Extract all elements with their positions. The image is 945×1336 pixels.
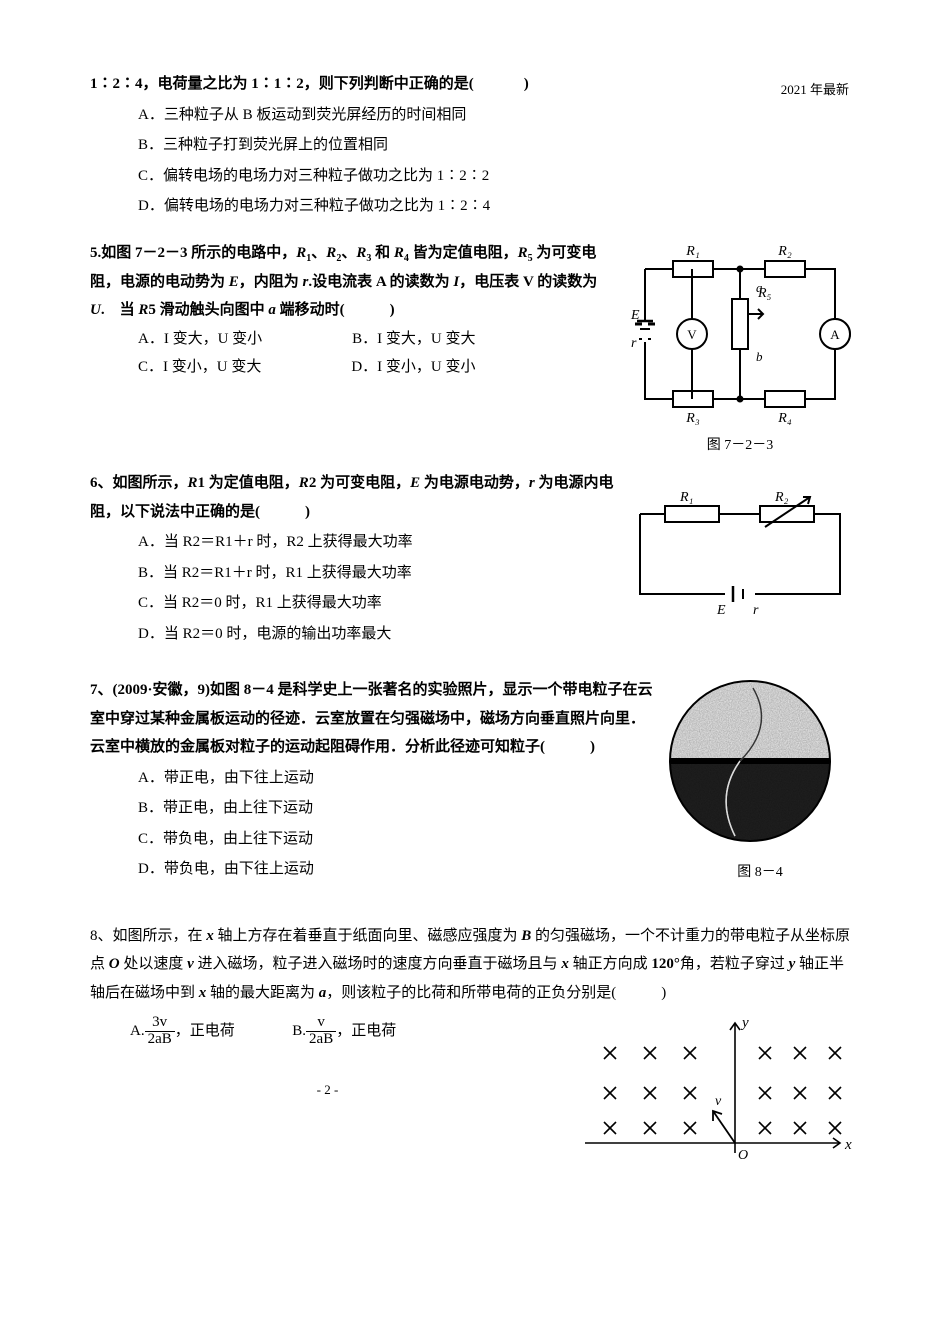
svg-text:R₃: R₃ (685, 411, 700, 426)
question-5: R₁ R₂ R₃ R₄ R₅ a b E r V A 图 7－2－3 5.如图 … (90, 239, 855, 382)
svg-text:V: V (687, 327, 697, 342)
svg-text:A: A (830, 327, 840, 342)
svg-text:b: b (756, 349, 763, 364)
svg-text:R₂: R₂ (774, 490, 789, 505)
q8-option-b: B.v2aB，正电荷 (292, 1023, 396, 1039)
magnetic-field-svg: x y O v (575, 1013, 855, 1173)
question-4: 1∶2∶4，电荷量之比为 1∶1∶2，则下列判断中正确的是( ) A．三种粒子从… (90, 70, 855, 221)
circuit-7-2-3-svg: R₁ R₂ R₃ R₄ R₅ a b E r V A (625, 239, 855, 429)
svg-text:R₁: R₁ (685, 244, 699, 259)
q4-option-a: A．三种粒子从 B 板运动到荧光屏经历的时间相同 (138, 101, 855, 130)
svg-text:r: r (631, 336, 637, 351)
q5-option-b: B．I 变大，U 变大 (352, 325, 475, 354)
header-note: 2021 年最新 (781, 78, 849, 103)
figure-8-4: 图 8－4 (665, 676, 855, 887)
svg-text:v: v (715, 1094, 722, 1109)
figure-q8: x y O v (575, 1013, 855, 1173)
svg-text:O: O (738, 1148, 748, 1163)
cloud-chamber-svg (665, 676, 835, 846)
q8-stem: 8、如图所示，在 x 轴上方存在着垂直于纸面向里、磁感应强度为 B 的匀强磁场，… (90, 922, 855, 1008)
figure-7-2-3: R₁ R₂ R₃ R₄ R₅ a b E r V A 图 7－2－3 (625, 239, 855, 460)
q8-option-a: A.3v2aB，正电荷 (130, 1023, 239, 1039)
q5-option-c: C．I 变小，U 变大 (138, 353, 261, 382)
q4-option-b: B．三种粒子打到荧光屏上的位置相同 (138, 131, 855, 160)
q4-stem: 1∶2∶4，电荷量之比为 1∶1∶2，则下列判断中正确的是( ) (90, 76, 529, 92)
circuit-q6-svg: R₁ R₂ E r (625, 489, 855, 619)
svg-text:R₂: R₂ (777, 244, 792, 259)
q5-option-d: D．I 变小，U 变小 (351, 353, 475, 382)
question-8: 8、如图所示，在 x 轴上方存在着垂直于纸面向里、磁感应强度为 B 的匀强磁场，… (90, 922, 855, 1048)
svg-text:y: y (740, 1015, 749, 1031)
q6-option-d: D．当 R2＝0 时，电源的输出功率最大 (138, 620, 855, 649)
q5-option-a: A．I 变大，U 变小 (138, 325, 262, 354)
figure-caption-7-2-3: 图 7－2－3 (625, 433, 855, 460)
question-7: 图 8－4 7、(2009·安徽，9)如图 8－4 是科学史上一张著名的实验照片… (90, 676, 855, 884)
svg-text:r: r (753, 603, 759, 618)
q4-option-c: C．偏转电场的电场力对三种粒子做功之比为 1∶2∶2 (138, 162, 855, 191)
svg-text:x: x (844, 1137, 852, 1153)
svg-text:E: E (630, 308, 640, 323)
question-6: R₁ R₂ E r 6、如图所示，R1 为定值电阻，R2 为可变电阻，E 为电源… (90, 469, 855, 648)
q4-option-d: D．偏转电场的电场力对三种粒子做功之比为 1∶2∶4 (138, 192, 855, 221)
svg-text:R₁: R₁ (679, 490, 693, 505)
figure-caption-8-4: 图 8－4 (665, 860, 855, 887)
svg-text:R₄: R₄ (777, 411, 792, 426)
figure-q6: R₁ R₂ E r (625, 489, 855, 619)
svg-text:E: E (716, 603, 726, 618)
svg-text:a: a (756, 280, 763, 295)
